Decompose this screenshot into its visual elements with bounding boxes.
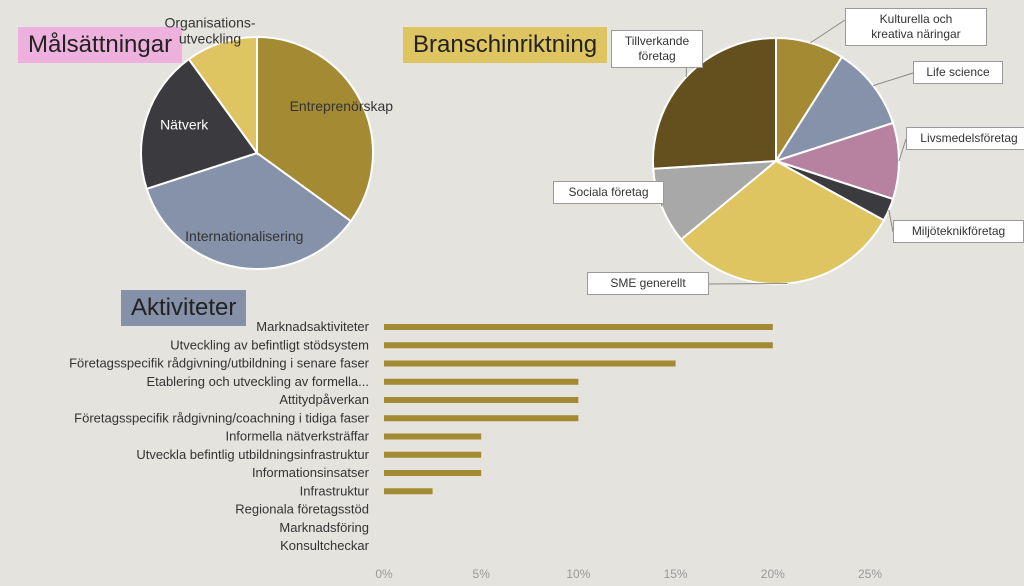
branschinriktning-label-sociala-foretag: Sociala företag (553, 181, 664, 204)
branschinriktning-label-sme-generellt: SME generellt (587, 272, 709, 295)
branschinriktning-leader-line (873, 72, 914, 87)
bar-foretagsspecifik-radgivning-coachning-i-tidiga-faser (384, 415, 579, 422)
bar-category-label: Utveckla befintlig utbildningsinfrastruk… (136, 447, 369, 462)
malsattningar-label-organisations-utveckling: Organisations-utveckling (164, 15, 255, 47)
x-tick-label: 10% (566, 567, 590, 581)
bar-category-label: Konsultcheckar (280, 538, 370, 553)
bar-infrastruktur (384, 488, 433, 495)
bar-informationsinsatser (384, 470, 482, 476)
x-tick-label: 0% (375, 567, 393, 581)
bar-category-label: Utveckling av befintligt stödsystem (170, 337, 369, 352)
branschinriktning-leader-line (706, 282, 788, 285)
bar-utveckla-befintlig-utbildningsinfrastruktur (384, 451, 482, 458)
malsattningar-slice-internationalisering (145, 151, 353, 270)
branschinriktning-label-tillverkande-foretag: Tillverkande företag (611, 30, 703, 68)
bar-etablering-och-utveckling-av-formella (384, 378, 579, 385)
bar-category-label: Attitydpåverkan (279, 392, 369, 407)
branschinriktning-label-miljoteknikforetag: Miljöteknikföretag (893, 220, 1024, 243)
bar-category-label: Företagsspecifik rådgivning/utbildning i… (69, 356, 370, 371)
branschinriktning-slice-tillverkande-foretag (652, 36, 777, 170)
branschinriktning-slice-sme-generellt (679, 159, 886, 285)
aktiviteter-title: Aktiviteter (121, 290, 247, 326)
bar-category-label: Företagsspecifik rådgivning/coachning i … (74, 410, 370, 425)
branschinriktning-label-life-science: Life science (913, 61, 1003, 84)
malsattningar-label-internationalisering: Internationalisering (185, 228, 303, 244)
bar-marknadsaktiviteter (384, 324, 773, 330)
bar-category-label: Regionala företagsstöd (235, 502, 369, 517)
bar-utveckling-av-befintligt-stodsystem (384, 342, 773, 349)
branschinriktning-title: Branschinriktning (403, 27, 608, 63)
malsattningar-title: Målsättningar (18, 27, 183, 63)
bar-informella-natverkstraffar (384, 433, 482, 440)
malsattningar-slice-natverk (140, 57, 259, 191)
x-tick-label: 5% (473, 567, 491, 581)
bar-foretagsspecifik-radgivning-utbildning-i-senare-faser (384, 360, 676, 367)
bar-category-label: Etablering och utveckling av formella... (146, 374, 369, 389)
bar-category-label: Informationsinsatser (252, 465, 370, 480)
bar-category-label: Marknadsaktiviteter (256, 319, 369, 334)
malsattningar-slice-organisations-utveckling (187, 35, 258, 157)
branschinriktning-label-livsmedelsforetag: Livsmedelsföretag (906, 127, 1024, 150)
malsattningar-label-entreprenorskap: Entreprenörskap (290, 98, 394, 114)
x-tick-label: 15% (664, 567, 688, 581)
malsattningar-slice-entreprenorskap (256, 35, 374, 223)
branschinriktning-leader-line (810, 19, 846, 44)
branschinriktning-leader-line (898, 138, 907, 162)
branschinriktning-slice-livsmedelsforetag (772, 121, 900, 201)
x-tick-label: 25% (858, 567, 882, 581)
x-tick-label: 20% (761, 567, 785, 581)
bar-category-label: Infrastruktur (300, 483, 370, 498)
branschinriktning-leader-line (888, 209, 894, 233)
bar-category-label: Informella nätverksträffar (225, 429, 369, 444)
bar-category-label: Marknadsföring (279, 520, 369, 535)
malsattningar-label-natverk: Nätverk (160, 116, 209, 132)
branschinriktning-label-kulturella-och-kreativa-naringar: Kulturella och kreativa näringar (845, 8, 987, 46)
bar-attitydpaverkan (384, 397, 579, 403)
